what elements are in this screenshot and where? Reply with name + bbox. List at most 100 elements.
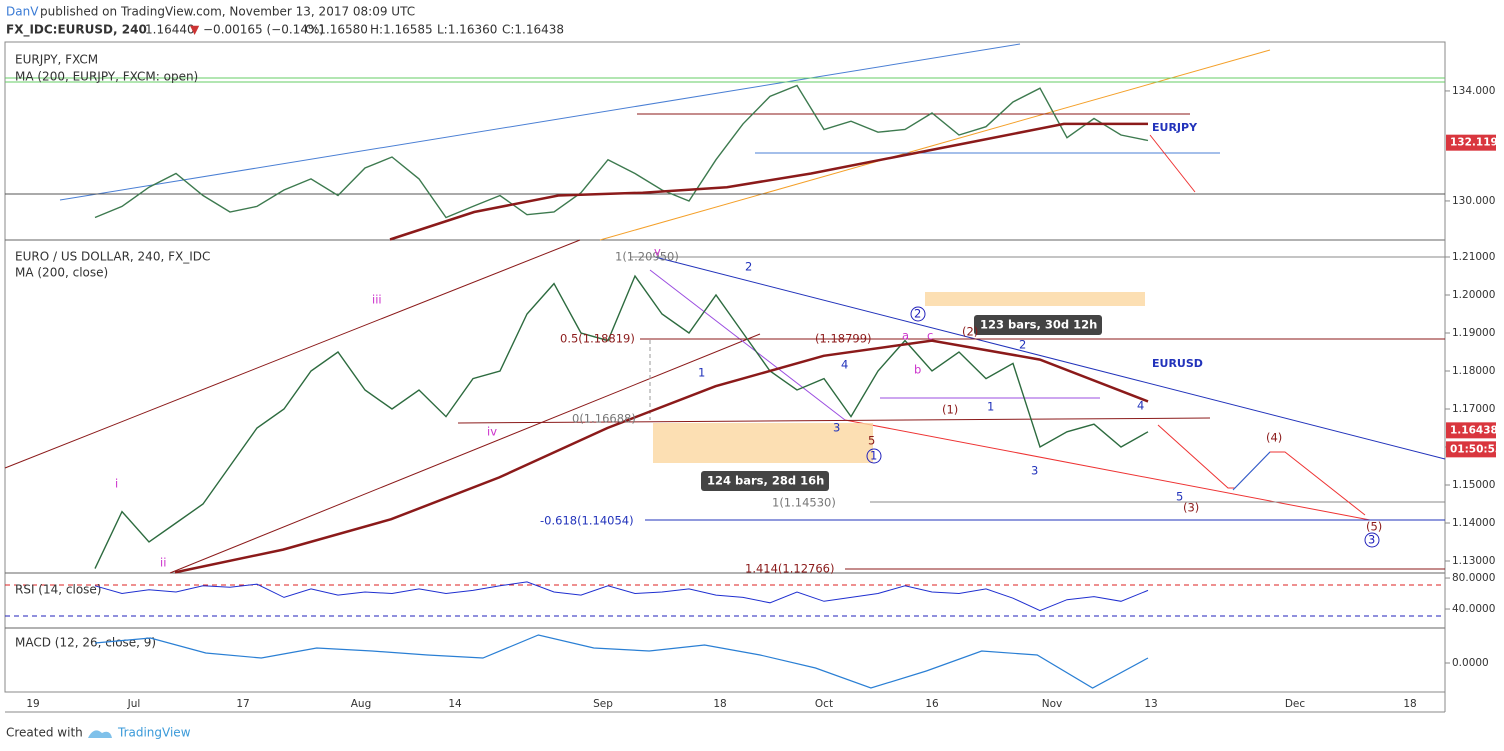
x-tick-label: Dec <box>1285 698 1306 710</box>
y-tick-label: 1.15000 <box>1452 479 1495 491</box>
annotation: (5) <box>1366 520 1382 534</box>
bars-box <box>974 315 1102 335</box>
high: H:1.16585 <box>370 23 433 37</box>
pane-ma-label: MA (200, EURJPY, FXCM: open) <box>15 70 198 84</box>
symbol-label: EURJPY <box>1152 121 1198 134</box>
y-tick-label: 1.13000 <box>1452 555 1495 567</box>
annotation: iii <box>372 293 382 307</box>
open: O:1.16580 <box>305 23 368 37</box>
last: 1.16440 <box>145 23 195 37</box>
x-tick-label: 18 <box>1403 698 1416 710</box>
annotation: 2 <box>1019 338 1026 352</box>
annotation: 123 bars, 30d 12h <box>980 318 1097 332</box>
y-tick-label: 134.000 <box>1452 85 1495 97</box>
bars-box <box>701 471 829 491</box>
price-tag <box>1446 134 1496 151</box>
symbol-label: EURUSD <box>1152 357 1203 370</box>
x-tick-label: Nov <box>1042 698 1063 710</box>
annotation: c <box>927 329 933 343</box>
pane-title: EURJPY, FXCM <box>15 53 98 67</box>
header: DanV published on TradingView.com, Novem… <box>6 5 564 38</box>
annotation: v <box>654 245 661 259</box>
symbol: FX_IDC:EURUSD, 240 <box>6 23 147 38</box>
annotation: 5 <box>868 434 875 448</box>
annotation: 1 <box>987 400 994 414</box>
pane-title: RSI (14, close) <box>15 583 101 597</box>
annotation: 3 <box>1368 533 1375 547</box>
brand-logo <box>88 730 112 738</box>
x-tick-label: 17 <box>236 698 249 710</box>
annotation: 1(1.20950) <box>615 250 679 264</box>
x-tick-label: 18 <box>713 698 726 710</box>
price-tag-label: 132.119 <box>1450 137 1498 149</box>
change: −0.00165 (−0.14%) <box>203 23 324 37</box>
annotation: (3) <box>1183 501 1199 515</box>
annotation: 3 <box>1031 464 1038 478</box>
footer-created: Created with <box>6 726 83 740</box>
annotation: 1(1.14530) <box>772 496 836 510</box>
x-tick-label: Jul <box>127 698 141 710</box>
annotation: -0.618(1.14054) <box>540 514 634 528</box>
drawings <box>4 43 1446 617</box>
annotation: ii <box>160 556 166 570</box>
annotation: 1 <box>698 366 705 380</box>
pane-title: EURO / US DOLLAR, 240, FX_IDC <box>15 250 210 264</box>
annotation: 5 <box>1176 490 1183 504</box>
annotation: 4 <box>1137 399 1144 413</box>
chart-frame <box>4 41 1446 693</box>
y-tick-label: 80.0000 <box>1452 572 1495 584</box>
y-tick-label: 130.000 <box>1452 195 1495 207</box>
annotation: (4) <box>1266 431 1282 445</box>
annotation: (1) <box>942 403 958 417</box>
annotation: 3 <box>833 421 840 435</box>
moving-average <box>389 122 1148 241</box>
y-tick-label: 1.21000 <box>1452 251 1495 263</box>
published: published on TradingView.com, November 1… <box>40 5 415 19</box>
y-tick-label: 1.14000 <box>1452 517 1495 529</box>
x-tick-label: 13 <box>1144 698 1157 710</box>
y-tick-label: 1.20000 <box>1452 289 1495 301</box>
y-tick-label: 1.18000 <box>1452 365 1495 377</box>
pane-title: MACD (12, 26, close, 9) <box>15 636 156 650</box>
x-tick-label: Oct <box>815 698 833 710</box>
x-tick-label: 19 <box>26 698 39 710</box>
footer-brand[interactable]: TradingView <box>117 726 191 740</box>
y-tick-label: 1.19000 <box>1452 327 1495 339</box>
annotation: i <box>115 477 118 491</box>
annotation: 1.414(1.12766) <box>745 562 834 576</box>
author[interactable]: DanV <box>6 5 39 19</box>
x-tick-label: Aug <box>351 698 372 710</box>
annotation: 1 <box>870 449 877 463</box>
annotation: (2) <box>962 325 978 339</box>
low: L:1.16360 <box>437 23 497 37</box>
x-tick-label: 14 <box>448 698 462 710</box>
x-tick-label: Sep <box>593 698 613 710</box>
annotation: b <box>914 363 921 377</box>
arrow: ▼ <box>190 23 200 37</box>
moving-average <box>174 339 1149 574</box>
annotation: iv <box>487 425 497 439</box>
y-tick-label: 0.0000 <box>1452 657 1489 669</box>
annotation: 124 bars, 28d 16h <box>707 474 824 488</box>
timer-label: 01:50:53 <box>1450 443 1502 455</box>
price-tag <box>1446 422 1496 439</box>
close: C:1.16438 <box>502 23 564 37</box>
price-line <box>94 84 1149 219</box>
x-tick-label: 16 <box>925 698 939 710</box>
annotation: 4 <box>841 358 848 372</box>
annotation: 0.5(1.18819) <box>560 332 635 346</box>
annotation: (1.18799) <box>815 332 872 346</box>
y-tick-label: 40.0000 <box>1452 603 1495 615</box>
annotation: 2 <box>745 260 752 274</box>
price-line <box>94 634 1149 689</box>
price-line <box>94 581 1149 612</box>
annotation: a <box>902 329 909 343</box>
annotation: 0(1.16688) <box>572 412 636 426</box>
y-tick-label: 1.17000 <box>1452 403 1495 415</box>
price-line <box>94 274 1149 569</box>
pane-ma-label: MA (200, close) <box>15 266 108 280</box>
timer-tag <box>1446 441 1496 458</box>
price-tag-label: 1.16438 <box>1450 424 1498 436</box>
annotation: 2 <box>914 307 921 321</box>
